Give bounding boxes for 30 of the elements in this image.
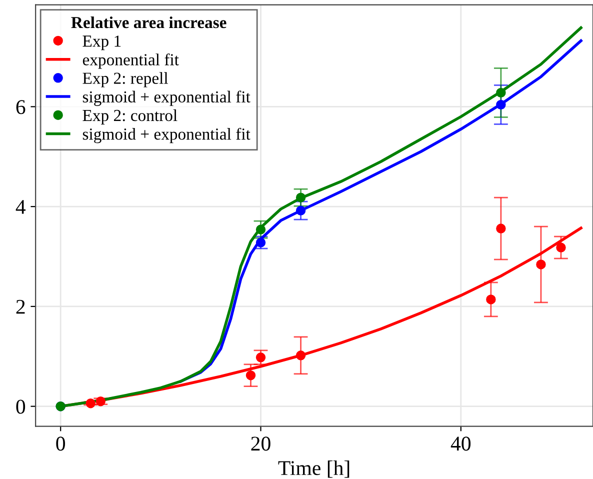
point [496, 224, 506, 234]
legend-label: Exp 2: control [82, 109, 178, 124]
x-tick-label: 20 [251, 436, 270, 451]
legend-label: Exp 1 [82, 36, 121, 50]
x-tick-label: 0 [56, 436, 66, 451]
x-tick-label: 40 [450, 436, 471, 451]
point [486, 294, 496, 304]
point [496, 88, 506, 98]
point [96, 396, 106, 406]
point [246, 370, 256, 380]
legend-label: Exp 2: repell [82, 72, 168, 88]
legend-label: sigmoid + exponential fit [82, 128, 250, 144]
point [296, 350, 306, 360]
legend-label: exponential fit [82, 53, 179, 69]
y-tick-label: 6 [16, 100, 26, 114]
point [556, 242, 566, 252]
point [496, 100, 506, 110]
y-tick-label: 0 [16, 400, 26, 414]
legend-title: Relative area increase [71, 16, 226, 28]
point [256, 352, 266, 362]
point [86, 398, 96, 408]
x-axis-title: Time [h] [278, 460, 350, 478]
y-tick-label: 2 [16, 300, 25, 314]
legend-label: sigmoid + exponential fit [82, 90, 250, 106]
y-tick-label: 4 [16, 200, 26, 214]
point [256, 224, 266, 234]
point [536, 260, 546, 270]
point [296, 192, 306, 202]
point [256, 238, 266, 248]
point [296, 206, 306, 216]
